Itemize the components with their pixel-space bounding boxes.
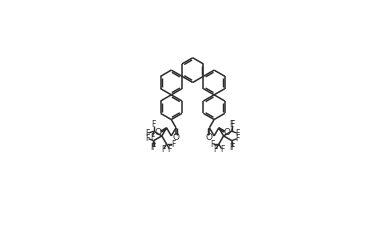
Text: O: O [155, 128, 162, 137]
Text: F: F [220, 145, 224, 154]
Text: F: F [231, 120, 235, 129]
Text: F: F [168, 145, 172, 154]
Text: F: F [161, 145, 165, 154]
Text: F: F [171, 139, 175, 149]
Text: O: O [223, 128, 230, 137]
Text: F: F [152, 143, 156, 152]
Text: F: F [152, 120, 156, 129]
Text: F: F [230, 120, 234, 129]
Text: F: F [231, 143, 235, 152]
Text: O: O [206, 133, 213, 142]
Text: F: F [213, 145, 218, 154]
Text: F: F [150, 143, 155, 152]
Text: F: F [230, 143, 234, 152]
Text: F: F [210, 139, 214, 149]
Text: F: F [236, 134, 240, 143]
Text: O: O [173, 133, 179, 142]
Text: F: F [146, 134, 150, 143]
Text: F: F [146, 129, 150, 138]
Text: F: F [150, 133, 155, 142]
Text: F: F [236, 129, 240, 138]
